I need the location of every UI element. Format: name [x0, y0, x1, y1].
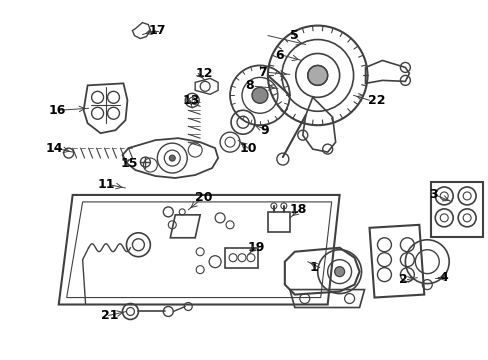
- Text: 22: 22: [367, 94, 384, 107]
- Text: 3: 3: [428, 188, 437, 202]
- Text: 5: 5: [289, 29, 298, 42]
- Circle shape: [307, 66, 327, 85]
- Text: 11: 11: [98, 179, 115, 192]
- Text: 4: 4: [438, 271, 447, 284]
- Text: 20: 20: [195, 192, 212, 204]
- Text: 12: 12: [195, 67, 212, 80]
- Text: 1: 1: [309, 261, 318, 274]
- Text: 17: 17: [148, 24, 165, 37]
- Text: 19: 19: [247, 241, 265, 254]
- Text: 16: 16: [49, 104, 66, 117]
- Circle shape: [169, 155, 175, 161]
- Text: 18: 18: [289, 203, 306, 216]
- Text: 7: 7: [258, 66, 266, 79]
- Text: 13: 13: [182, 94, 199, 107]
- Text: 21: 21: [101, 309, 118, 322]
- Text: 10: 10: [240, 141, 257, 155]
- Text: 14: 14: [46, 141, 63, 155]
- Text: 2: 2: [399, 273, 407, 286]
- Bar: [430, 182, 482, 237]
- Text: 9: 9: [260, 124, 268, 137]
- Text: 6: 6: [274, 49, 283, 62]
- Text: 15: 15: [120, 157, 138, 170]
- Text: 8: 8: [244, 79, 253, 92]
- Circle shape: [251, 87, 267, 103]
- Circle shape: [334, 267, 344, 276]
